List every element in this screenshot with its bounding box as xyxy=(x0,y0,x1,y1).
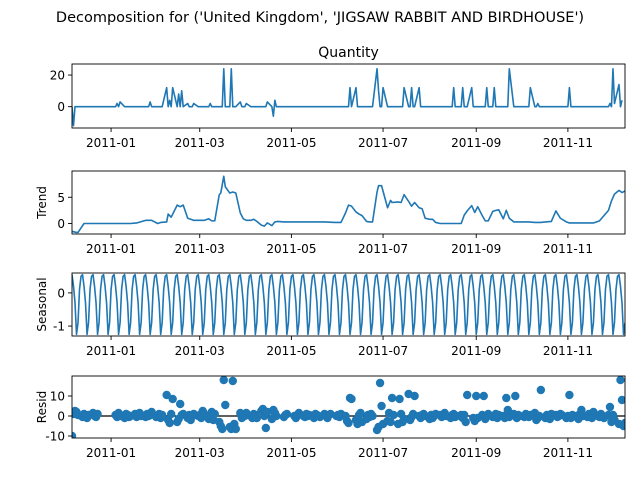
y-tick-label: 20 xyxy=(50,69,65,83)
resid-point xyxy=(221,400,230,410)
resid-point xyxy=(347,394,356,404)
x-tick-label: 2011-03 xyxy=(175,344,225,358)
x-tick-label: 2011-05 xyxy=(266,242,316,256)
resid-point xyxy=(375,378,385,388)
axes-frame xyxy=(71,272,626,337)
panel-data xyxy=(72,175,625,234)
resid-point xyxy=(377,401,386,411)
x-tick-label: 2011-09 xyxy=(451,242,501,256)
resid-point xyxy=(511,391,520,401)
resid-point xyxy=(460,410,469,420)
x-tick-label: 2011-11 xyxy=(543,242,593,256)
x-tick-label: 2011-05 xyxy=(266,136,316,150)
axes-frame xyxy=(71,63,626,129)
resid-point xyxy=(272,411,281,421)
y-tick-label: 0 xyxy=(57,286,65,300)
resid-point xyxy=(228,376,237,386)
resid-point xyxy=(463,390,472,400)
panel-2: Trend 0 5 2011-01 2011-03 2011-05 2011-07 2011-… xyxy=(35,170,626,256)
x-tick-label: 2011-05 xyxy=(266,344,316,358)
x-tick-label: 2011-09 xyxy=(451,136,501,150)
figure-suptitle: Decomposition for ('United Kingdom', 'JI… xyxy=(56,10,584,26)
resid-point xyxy=(472,391,481,401)
resid-point xyxy=(162,390,171,400)
resid-point xyxy=(165,418,174,428)
panel-data xyxy=(72,273,625,336)
x-tick-label: 2011-07 xyxy=(358,344,408,358)
y-tick-label: 5 xyxy=(57,191,65,205)
resid-point xyxy=(168,394,177,404)
resid-point xyxy=(502,393,511,403)
resid-point xyxy=(72,431,77,438)
x-tick-label: 2011-07 xyxy=(358,446,408,460)
x-tick-label: 2011-07 xyxy=(358,242,408,256)
series-line xyxy=(72,175,625,234)
x-tick-label: 2011-03 xyxy=(175,446,225,460)
resid-point xyxy=(536,385,546,395)
x-tick-label: 2011-09 xyxy=(451,446,501,460)
panel-data xyxy=(72,376,625,438)
x-tick-label: 2011-07 xyxy=(358,136,408,150)
resid-point xyxy=(395,394,404,404)
y-tick-label: -1 xyxy=(53,320,65,334)
x-tick-label: 2011-03 xyxy=(175,136,225,150)
resid-point xyxy=(219,376,228,385)
y-tick-label: 0 xyxy=(57,410,65,424)
x-tick-label: 2011-01 xyxy=(86,242,136,256)
resid-point xyxy=(344,418,353,428)
resid-point xyxy=(410,391,419,401)
y-tick-label: 10 xyxy=(50,390,65,404)
resid-point xyxy=(93,409,102,419)
panel-title: Quantity xyxy=(318,45,379,61)
panel-data xyxy=(72,67,623,127)
y-tick-label: 0 xyxy=(57,100,65,114)
x-tick-label: 2011-01 xyxy=(86,136,136,150)
x-tick-label: 2011-11 xyxy=(543,446,593,460)
resid-point xyxy=(368,411,377,421)
x-tick-label: 2011-05 xyxy=(266,446,316,460)
series-line xyxy=(72,67,623,127)
resid-point xyxy=(386,417,395,427)
resid-point xyxy=(157,410,167,420)
resid-point xyxy=(461,417,470,427)
resid-point xyxy=(218,424,227,434)
axes-frame xyxy=(71,170,626,235)
x-tick-label: 2011-11 xyxy=(543,344,593,358)
resid-point xyxy=(231,424,240,434)
resid-point xyxy=(617,395,625,405)
panel-3: Seasonal -1 0 2011-01 2011-03 2011-05 2011-07 2… xyxy=(35,272,626,358)
x-tick-label: 2011-11 xyxy=(543,136,593,150)
y-axis-label: Resid xyxy=(35,391,49,423)
axes-frame xyxy=(71,375,626,439)
resid-point xyxy=(565,390,574,400)
resid-point xyxy=(479,391,488,401)
resid-point xyxy=(261,423,271,433)
resid-point xyxy=(605,402,615,412)
y-axis-label: Trend xyxy=(35,186,49,220)
y-tick-label: 0 xyxy=(57,217,65,231)
resid-point xyxy=(389,410,398,420)
resid-point xyxy=(503,405,512,415)
y-axis-label: Seasonal xyxy=(35,277,49,331)
resid-point xyxy=(252,413,262,423)
resid-point xyxy=(210,409,219,419)
seasonal-line xyxy=(72,273,625,336)
resid-point xyxy=(620,418,625,428)
x-tick-label: 2011-03 xyxy=(175,242,225,256)
x-tick-label: 2011-01 xyxy=(86,344,136,358)
panel-1: Quantity 0 20 2011-01 2011-03 2011-05 2011-07 2… xyxy=(50,45,626,150)
x-tick-label: 2011-01 xyxy=(86,446,136,460)
y-tick-label: -10 xyxy=(45,430,65,444)
resid-point xyxy=(282,409,292,419)
resid-point xyxy=(616,376,625,385)
resid-point xyxy=(176,399,185,409)
panel-4: Resid -10 0 10 2011-01 2011-03 2011-05 2011-07 2… xyxy=(35,375,626,460)
resid-point xyxy=(387,393,397,403)
x-tick-label: 2011-09 xyxy=(451,344,501,358)
resid-point xyxy=(166,409,176,419)
resid-point xyxy=(356,408,365,418)
